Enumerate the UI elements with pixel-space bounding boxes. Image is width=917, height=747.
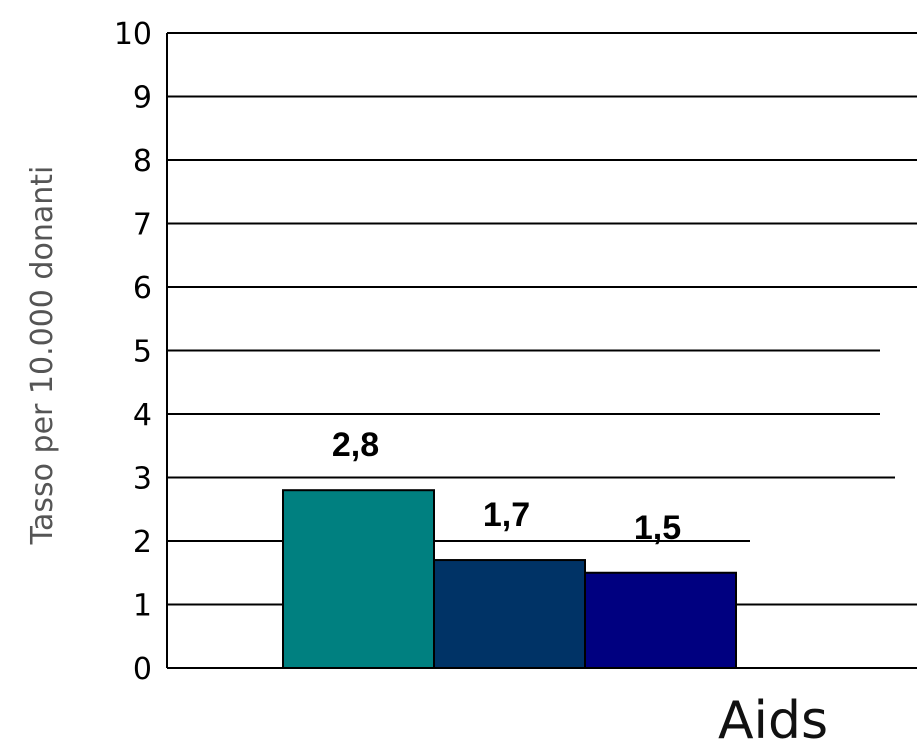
y-tick-label-1: 1 — [133, 589, 152, 624]
bar-1 — [282, 489, 435, 670]
y-tick-label-9: 9 — [133, 81, 152, 116]
y-tick-label-3: 3 — [133, 462, 152, 497]
y-tick-label-6: 6 — [133, 271, 152, 306]
y-tick-label-4: 4 — [133, 398, 152, 433]
bar-2 — [433, 559, 586, 669]
y-tick-label-2: 2 — [133, 525, 152, 560]
y-tick-label-8: 8 — [133, 144, 152, 179]
bar-3 — [584, 571, 737, 669]
data-labels: 2,8 1,7 1,5 — [332, 426, 681, 547]
y-tick-label-10: 10 — [114, 17, 152, 52]
y-tick-label-7: 7 — [133, 208, 152, 243]
y-tick-label-0: 0 — [133, 652, 152, 687]
data-label-1: 2,8 — [332, 426, 379, 464]
x-category-label: Aids — [718, 691, 828, 747]
y-axis-label: Tasso per 10.000 donanti — [25, 166, 60, 546]
y-tick-labels: 0 1 2 3 4 5 6 7 8 9 10 — [114, 17, 152, 687]
data-label-3: 1,5 — [634, 509, 681, 547]
gridlines — [167, 32, 917, 606]
y-tick-label-5: 5 — [133, 335, 152, 370]
data-label-2: 1,7 — [483, 496, 530, 534]
